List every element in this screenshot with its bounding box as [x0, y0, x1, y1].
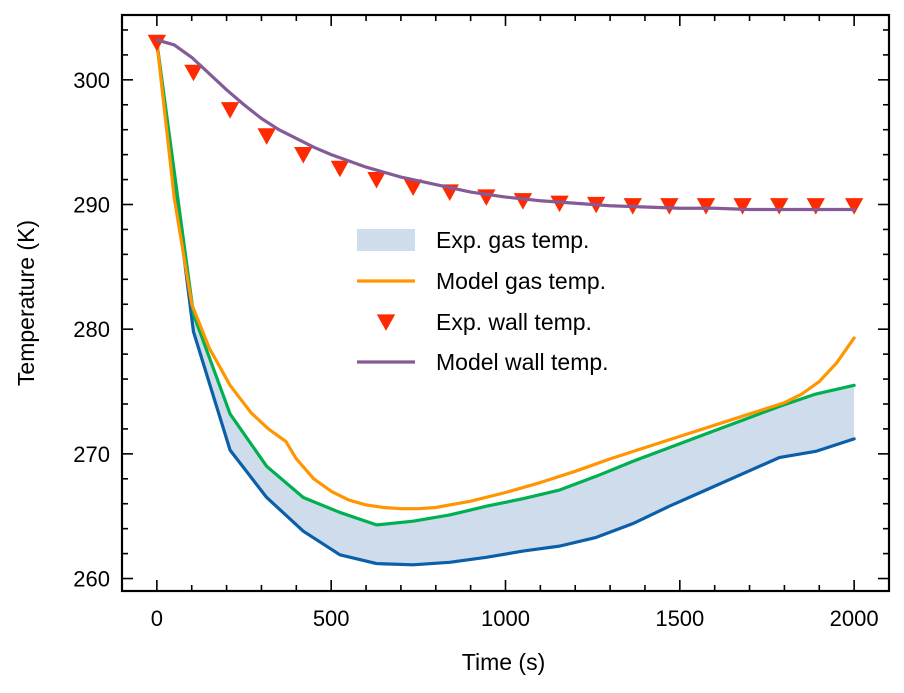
legend-swatch-exp-gas	[357, 229, 415, 251]
x-tick-label: 500	[313, 606, 350, 631]
exp-wall-temp-marker	[733, 198, 752, 215]
legend-label-exp-wall: Exp. wall temp.	[436, 309, 592, 335]
x-axis-label: Time (s)	[462, 649, 545, 675]
exp-wall-temp-marker	[294, 147, 313, 164]
legend-label-exp-gas: Exp. gas temp.	[436, 227, 589, 253]
exp-wall-temp-marker	[220, 102, 240, 119]
y-tick-label: 270	[73, 442, 110, 467]
exp-wall-temp-marker	[844, 198, 864, 215]
exp-wall-temp-marker	[806, 198, 825, 215]
exp-wall-temp-marker	[769, 198, 789, 215]
exp-wall-temp-marker	[696, 198, 716, 215]
exp-wall-temp-marker	[330, 160, 350, 178]
exp-wall-temp-marker	[257, 128, 276, 145]
legend-label-model-gas: Model gas temp.	[436, 268, 606, 294]
x-tick-label: 1000	[481, 606, 530, 631]
exp-gas-band-lower-line	[155, 40, 856, 567]
exp-wall-temp-marker	[513, 193, 533, 210]
x-tick-label: 2000	[830, 606, 879, 631]
exp-wall-temp-marker	[147, 34, 167, 52]
y-tick-label: 280	[73, 317, 110, 342]
legend-swatch-exp-wall	[376, 314, 396, 331]
legend-label-model-wall: Model wall temp.	[436, 349, 609, 375]
y-axis-label: Temperature (K)	[13, 220, 39, 386]
y-tick-label: 260	[73, 567, 110, 592]
x-tick-label: 1500	[655, 606, 704, 631]
x-tick-label: 0	[151, 606, 163, 631]
axes: 0 500 1000 1500 2000 260 270 280 290 300 Time (s) T…	[13, 13, 891, 675]
model-gas-temp-line	[155, 40, 856, 511]
exp-gas-band-fill	[156, 42, 855, 565]
exp-gas-band-upper-line	[155, 40, 856, 527]
model-wall-temp-line	[155, 38, 856, 212]
exp-wall-temp-marker	[367, 171, 386, 189]
exp-wall-temp-marker	[184, 64, 203, 82]
legend: Exp. gas temp. Model gas temp. Exp. wall t…	[357, 227, 609, 375]
y-tick-label: 290	[73, 193, 110, 218]
y-tick-label: 300	[73, 68, 110, 93]
plot-area	[147, 34, 864, 567]
